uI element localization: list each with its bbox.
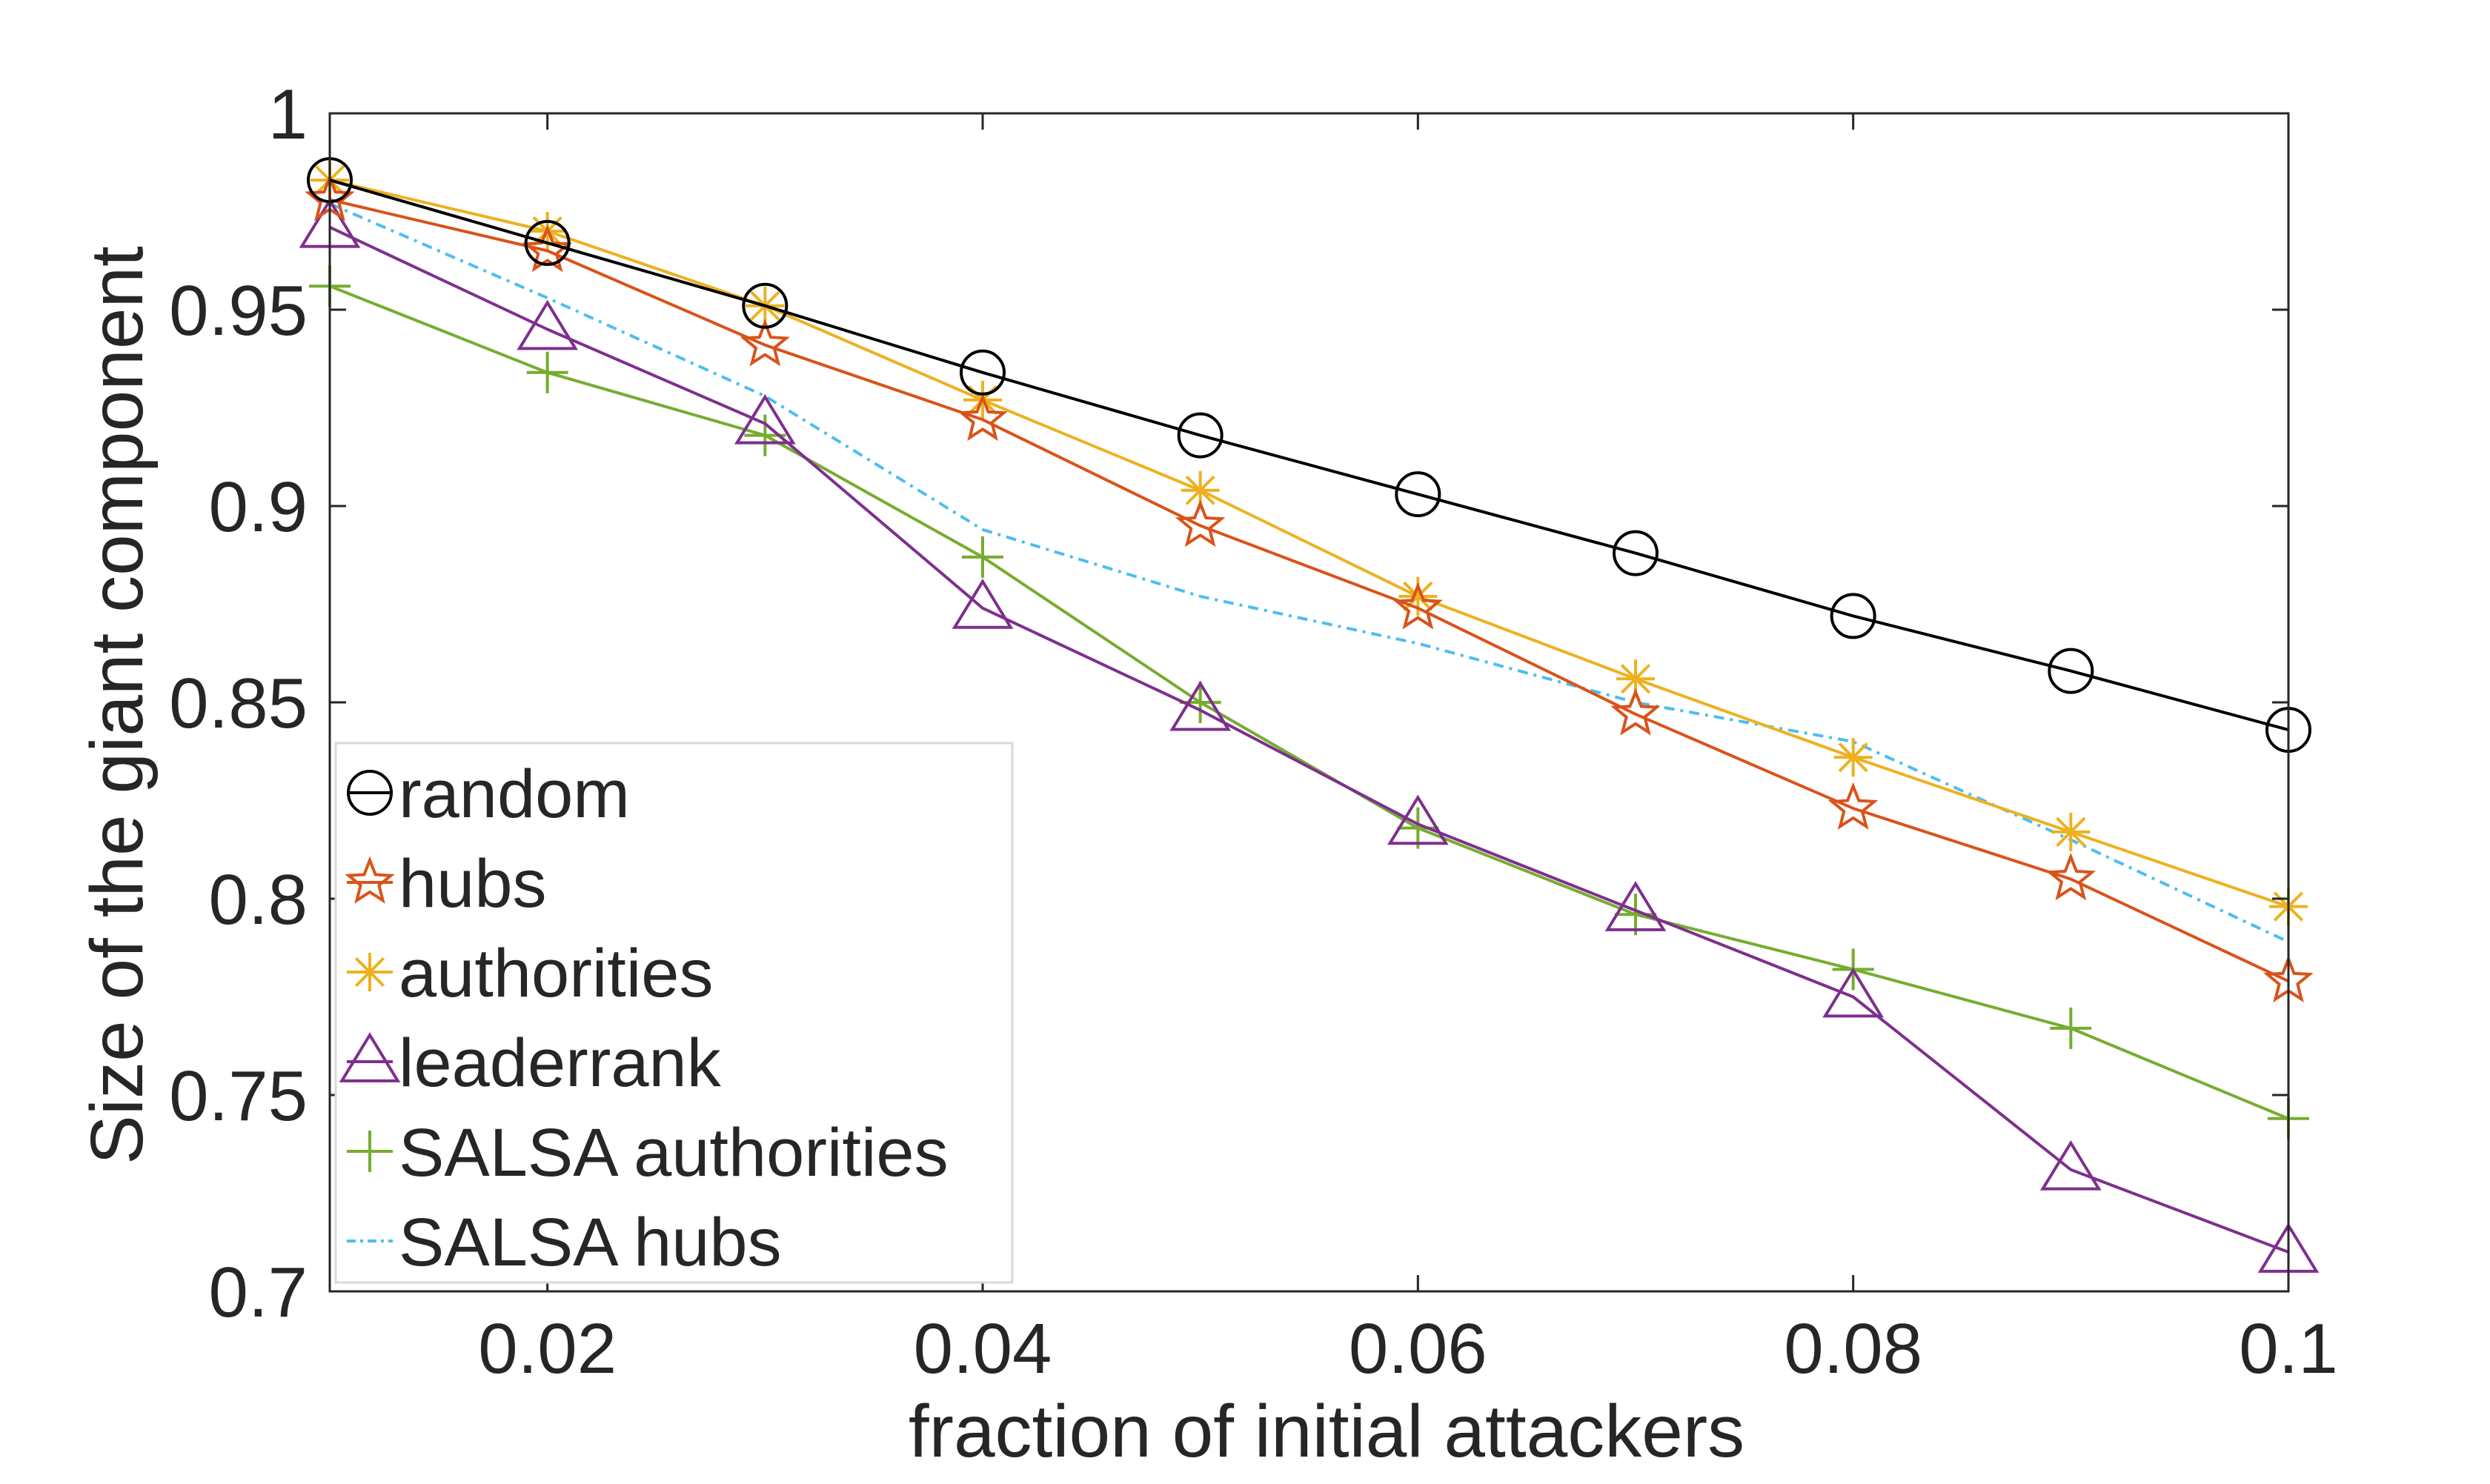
series-salsa-hubs (329, 202, 2289, 944)
data-point-authorities (2051, 812, 2091, 851)
data-point-hubs (740, 319, 791, 367)
data-point-leaderrank (517, 299, 579, 350)
data-point-authorities (1181, 470, 1220, 510)
data-point-random (1613, 530, 1659, 576)
x-axis-label: fraction of initial attackers (909, 1390, 1744, 1473)
data-point-random (1830, 593, 1876, 639)
data-point-hubs (1392, 582, 1444, 630)
axes: 0.02 0.04 0.06 0.08 0.1 0.7 0.75 0.8 0.85 0.9 0.95… (169, 75, 2338, 1388)
series-line-hubs (329, 198, 2289, 983)
legend-label-leaderrank: leaderrank (399, 1025, 722, 1101)
legend-entry-salsa-authorities: SALSA authorities (347, 1115, 949, 1191)
data-point-leaderrank (1822, 967, 1885, 1018)
legend-marker-hubs (345, 856, 395, 904)
legend-entry-authorities: authorities (347, 936, 713, 1011)
legend-entry-random: random (347, 756, 630, 832)
series-line-random (329, 179, 2289, 732)
data-point-authorities (1616, 659, 1655, 699)
legend: random hubs authorities leaderrank SALSA aut… (334, 742, 1014, 1284)
data-point-random (1395, 471, 1441, 518)
legend-label-salsa-hubs: SALSA hubs (399, 1205, 782, 1280)
data-point-random (960, 349, 1006, 396)
series-random (307, 157, 2311, 753)
x-tick-label: 0.02 (478, 1309, 617, 1388)
data-point-leaderrank (734, 393, 796, 445)
data-point-leaderrank (1387, 794, 1449, 845)
legend-label-hubs: hubs (399, 846, 547, 922)
data-point-hubs (1175, 499, 1226, 548)
series-line-authorities (329, 179, 2289, 908)
legend-marker-random (347, 770, 393, 816)
y-tick-label: 0.75 (169, 1057, 308, 1136)
legend-label-random: random (399, 756, 630, 832)
legend-entry-leaderrank: leaderrank (339, 1025, 722, 1101)
plot-area (299, 157, 2320, 1273)
legend-marker-leaderrank (339, 1032, 401, 1082)
legend-entry-salsa-hubs: SALSA hubs (347, 1205, 782, 1280)
series-line-leaderrank (329, 225, 2289, 1254)
x-tick-label: 0.1 (2239, 1309, 2337, 1388)
data-point-random (2048, 648, 2094, 694)
series-line-salsa-hubs (329, 202, 2289, 944)
data-point-salsa-authorities (962, 536, 1003, 578)
legend-label-salsa-authorities: SALSA authorities (399, 1115, 949, 1191)
legend-entry-hubs: hubs (345, 846, 547, 922)
legend-marker-authorities (351, 953, 389, 991)
data-point-hubs (1610, 688, 1661, 736)
x-tick-label: 0.04 (914, 1309, 1052, 1388)
x-tick-label: 0.08 (1784, 1309, 1922, 1388)
series-line-salsa-authorities (329, 285, 2289, 1120)
y-axis-label: Size of the giant component (76, 246, 159, 1165)
y-tick-label: 1 (268, 75, 308, 154)
data-point-hubs (1827, 782, 1879, 830)
data-point-authorities (1833, 738, 1873, 777)
data-point-leaderrank (1604, 881, 1667, 931)
data-point-random (1177, 412, 1224, 459)
y-tick-label: 0.95 (169, 271, 308, 350)
data-point-salsa-authorities (526, 351, 568, 393)
data-point-random (742, 282, 788, 329)
y-tick-label: 0.8 (209, 860, 308, 939)
legend-marker-salsa-authorities (349, 1131, 391, 1172)
data-point-salsa-authorities (2050, 1007, 2092, 1049)
y-tick-label: 0.7 (209, 1253, 308, 1332)
data-point-leaderrank (1169, 680, 1232, 731)
legend-box (334, 742, 1014, 1284)
data-point-leaderrank (952, 578, 1014, 629)
data-point-hubs (957, 393, 1008, 442)
data-point-random (524, 219, 571, 266)
y-tick-label: 0.85 (169, 664, 308, 743)
data-point-hubs (522, 224, 573, 273)
legend-label-authorities: authorities (399, 936, 713, 1011)
data-point-leaderrank (2039, 1139, 2102, 1191)
x-tick-label: 0.06 (1349, 1309, 1487, 1388)
y-tick-label: 0.9 (209, 468, 308, 547)
data-point-hubs (2045, 853, 2096, 901)
data-point-authorities (1398, 576, 1438, 616)
